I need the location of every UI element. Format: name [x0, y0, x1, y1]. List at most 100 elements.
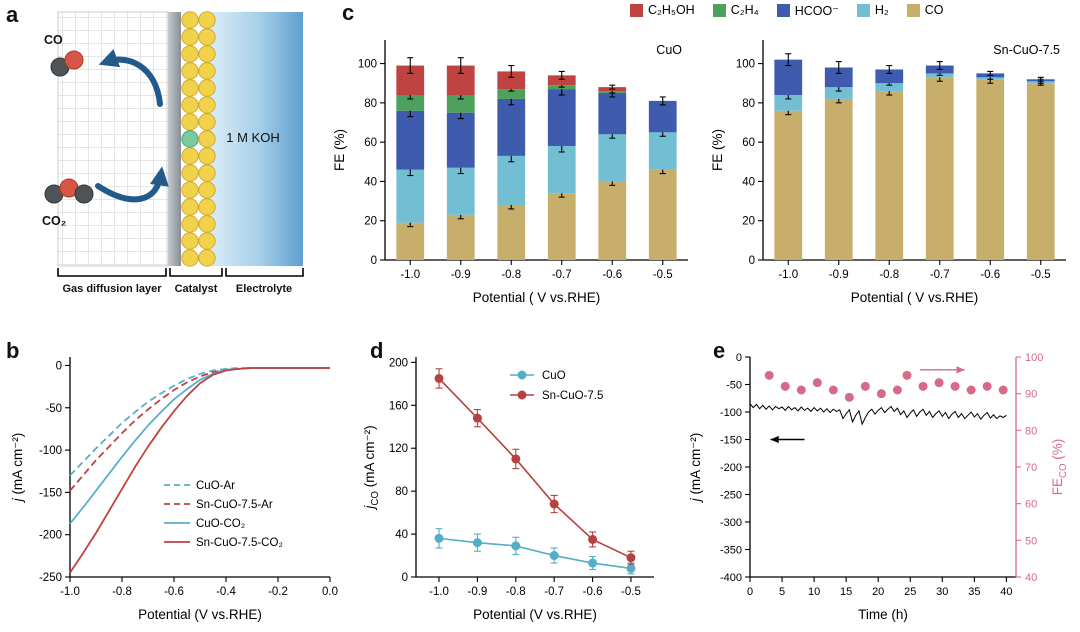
svg-text:-150: -150 [720, 435, 742, 447]
svg-text:-0.7: -0.7 [552, 269, 572, 281]
d-legend: CuO Sn-CuO-7.5 [510, 370, 603, 402]
panel-b-label: b [6, 338, 20, 363]
svg-text:70: 70 [1025, 462, 1037, 474]
svg-text:-0.8: -0.8 [506, 586, 526, 598]
catalyst-bracket [169, 268, 223, 277]
c_right-axes: 0 20 40 60 80 100 Potential ( V vs.RHE) FE (%) [710, 40, 1066, 305]
svg-text:120: 120 [389, 443, 408, 455]
svg-text:FE (%): FE (%) [710, 129, 725, 171]
legend-label: H₂ [874, 3, 889, 17]
cuo-fe-bar-chart: 0 20 40 60 80 100 Potential ( V vs.RHE) FE (%) -… [332, 40, 688, 305]
gas-diffusion-layer-grid [57, 11, 169, 267]
svg-text:-1.0: -1.0 [778, 269, 798, 281]
c_left-axes: 0 20 40 60 80 100 Potential ( V vs.RHE) FE (%) [332, 40, 688, 305]
svg-text:-0.7: -0.7 [930, 269, 950, 281]
svg-text:20: 20 [364, 216, 377, 228]
sn-cuo-fe-bar-chart: 0 20 40 60 80 100 Potential ( V vs.RHE) FE (%) -… [710, 40, 1066, 305]
svg-text:-0.8: -0.8 [879, 269, 899, 281]
svg-text:35: 35 [968, 586, 980, 598]
svg-text:80: 80 [364, 98, 377, 110]
svg-text:Potential ( V vs.RHE): Potential ( V vs.RHE) [851, 290, 979, 305]
svg-text:j (mA cm⁻²): j (mA cm⁻²) [10, 433, 25, 504]
svg-text:-1.0: -1.0 [429, 586, 449, 598]
svg-text:Sn-CuO-7.5: Sn-CuO-7.5 [993, 43, 1060, 57]
svg-text:-0.4: -0.4 [216, 586, 236, 598]
svg-text:-0.9: -0.9 [451, 269, 471, 281]
d-series [434, 368, 636, 575]
legend-item: C₂H₄ [712, 3, 759, 17]
e-fe-dots [764, 370, 1008, 402]
svg-text:CuO: CuO [656, 43, 682, 57]
panel-c: C₂H₅OH C₂H₄ HCOO⁻ H₂ CO 0 20 40 60 80 100 Pote… [330, 2, 1080, 322]
legend-item: CO [906, 3, 943, 17]
svg-text:50: 50 [1025, 535, 1037, 547]
svg-text:5: 5 [779, 586, 785, 598]
svg-text:15: 15 [840, 586, 852, 598]
panel-d-label: d [370, 338, 384, 363]
svg-text:-0.8: -0.8 [501, 269, 521, 281]
stability-chart: 0 5 10 15 20 25 30 35 40 0 -50 -100 -150 -200 -250 -300… [688, 352, 1069, 622]
svg-text:-0.6: -0.6 [164, 586, 184, 598]
panel-a-label: a [6, 2, 19, 27]
svg-text:-0.9: -0.9 [468, 586, 488, 598]
svg-text:10: 10 [808, 586, 820, 598]
legend-swatch [630, 3, 643, 17]
c_left-bars [396, 57, 677, 260]
koh-label: 1 M KOH [226, 130, 279, 145]
svg-text:CuO-CO₂: CuO-CO₂ [196, 518, 245, 530]
legend-swatch [906, 3, 920, 17]
gdl-label: Gas diffusion layer [62, 283, 162, 295]
svg-text:40: 40 [364, 176, 377, 188]
svg-text:Sn-CuO-7.5-Ar: Sn-CuO-7.5-Ar [196, 499, 273, 511]
panel-c-label: c [342, 0, 355, 25]
co-out-arrow [98, 49, 163, 107]
electrolyte-label: Electrolyte [236, 283, 292, 295]
e-axes: 0 5 10 15 20 25 30 35 40 0 -50 -100 -150 -200 -250 -300… [688, 352, 1016, 622]
svg-text:-200: -200 [39, 530, 62, 542]
co2-in-arrow [95, 166, 169, 203]
svg-text:100: 100 [736, 59, 755, 71]
svg-text:-0.2: -0.2 [268, 586, 288, 598]
svg-text:40: 40 [1025, 572, 1037, 584]
svg-text:160: 160 [389, 400, 408, 412]
svg-text:jCO (mA cm⁻²): jCO (mA cm⁻²) [362, 425, 381, 510]
svg-text:40: 40 [395, 529, 408, 541]
svg-text:40: 40 [742, 176, 755, 188]
svg-text:0: 0 [371, 255, 377, 267]
svg-text:80: 80 [395, 486, 408, 498]
svg-text:25: 25 [904, 586, 916, 598]
svg-text:FECO (%): FECO (%) [1050, 439, 1069, 496]
svg-text:60: 60 [742, 137, 755, 149]
e-current-line [749, 403, 1007, 426]
catalyst-label: Catalyst [175, 283, 218, 295]
svg-text:60: 60 [364, 137, 377, 149]
co2-molecule [44, 178, 94, 204]
fe-legend: C₂H₅OH C₂H₄ HCOO⁻ H₂ CO [630, 2, 1080, 18]
svg-text:-250: -250 [720, 490, 742, 502]
svg-text:-0.5: -0.5 [621, 586, 641, 598]
gdl-bracket [57, 268, 167, 277]
legend-item: HCOO⁻ [776, 3, 839, 18]
d-axes: -1.0 -0.9 -0.8 -0.7 -0.6 -0.5 0 40 80 120 160 200 Po… [362, 357, 654, 622]
co-label: CO [44, 33, 63, 47]
svg-text:-1.0: -1.0 [60, 586, 80, 598]
svg-text:FE (%): FE (%) [332, 129, 347, 171]
svg-text:0.0: 0.0 [322, 586, 338, 598]
svg-text:-0.6: -0.6 [602, 269, 622, 281]
svg-text:-250: -250 [39, 572, 62, 584]
svg-text:-100: -100 [720, 407, 742, 419]
svg-text:0: 0 [749, 255, 755, 267]
svg-text:Sn-CuO-7.5: Sn-CuO-7.5 [542, 390, 603, 402]
svg-text:-0.6: -0.6 [980, 269, 1000, 281]
svg-text:CuO: CuO [542, 370, 566, 382]
svg-text:-50: -50 [45, 403, 62, 415]
legend-label: HCOO⁻ [794, 3, 839, 18]
electrolyte-region [207, 12, 303, 266]
svg-text:-350: -350 [720, 545, 742, 557]
legend-swatch [712, 3, 726, 17]
co2-label: CO₂ [42, 214, 66, 228]
e-right-axis: 40 50 60 70 80 90 100 FECO (%) [1015, 352, 1069, 584]
svg-text:CuO-Ar: CuO-Ar [196, 480, 235, 492]
svg-text:Potential (V vs.RHE): Potential (V vs.RHE) [473, 607, 597, 622]
svg-text:-150: -150 [39, 487, 62, 499]
